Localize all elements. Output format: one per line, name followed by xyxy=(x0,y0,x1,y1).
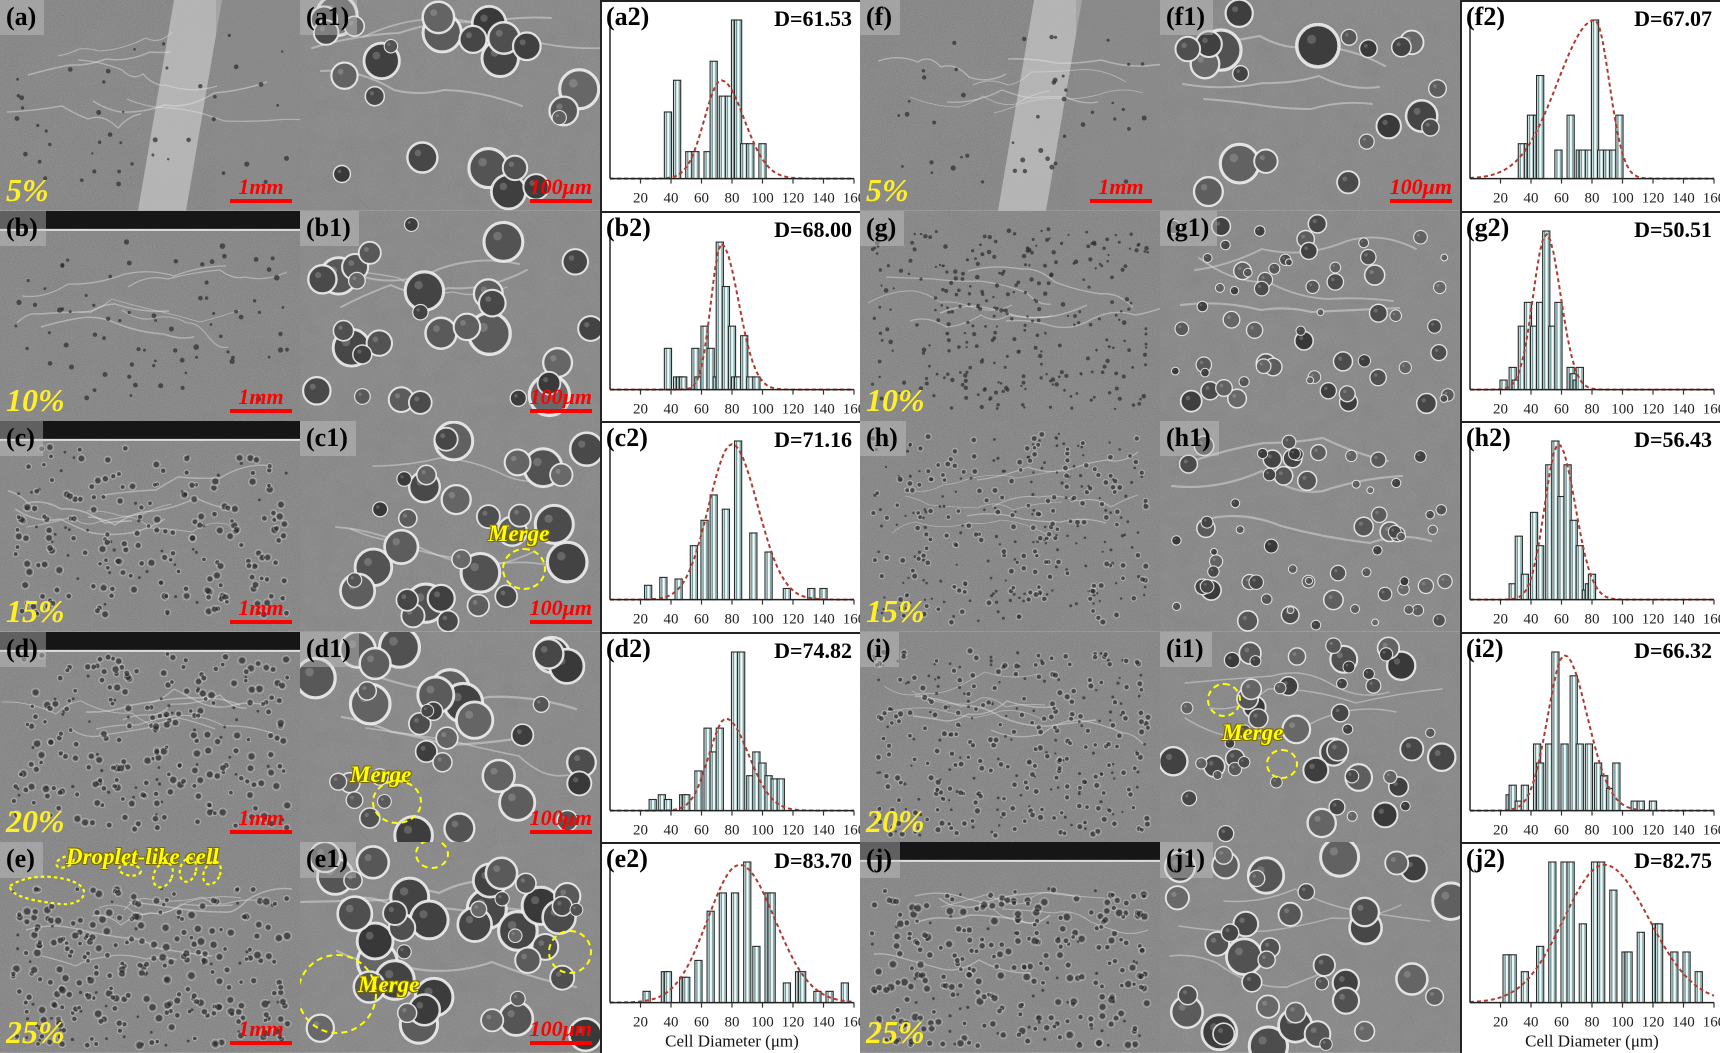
svg-text:140: 140 xyxy=(1672,191,1694,207)
svg-text:80: 80 xyxy=(1585,191,1600,207)
svg-text:160: 160 xyxy=(1703,191,1720,207)
svg-text:160: 160 xyxy=(1703,401,1720,417)
svg-text:80: 80 xyxy=(725,191,740,207)
svg-text:60: 60 xyxy=(694,191,709,207)
svg-text:40: 40 xyxy=(664,612,679,628)
svg-text:20: 20 xyxy=(1493,822,1508,838)
svg-text:80: 80 xyxy=(725,822,740,838)
svg-text:100: 100 xyxy=(1611,612,1633,628)
svg-text:120: 120 xyxy=(782,822,804,838)
svg-text:20: 20 xyxy=(1493,191,1508,207)
svg-text:20: 20 xyxy=(633,1015,648,1031)
svg-text:80: 80 xyxy=(725,1015,740,1031)
svg-text:80: 80 xyxy=(1585,612,1600,628)
svg-text:40: 40 xyxy=(664,401,679,417)
svg-text:60: 60 xyxy=(1554,401,1569,417)
svg-text:100: 100 xyxy=(751,191,773,207)
svg-text:160: 160 xyxy=(843,191,860,207)
svg-text:40: 40 xyxy=(1524,191,1539,207)
svg-text:160: 160 xyxy=(843,822,860,838)
svg-text:160: 160 xyxy=(843,1015,860,1031)
svg-text:40: 40 xyxy=(1524,822,1539,838)
svg-text:140: 140 xyxy=(1672,822,1694,838)
svg-text:20: 20 xyxy=(633,822,648,838)
svg-text:120: 120 xyxy=(1642,401,1664,417)
svg-text:140: 140 xyxy=(812,191,834,207)
svg-text:100: 100 xyxy=(751,401,773,417)
svg-text:20: 20 xyxy=(633,612,648,628)
svg-text:140: 140 xyxy=(812,401,834,417)
svg-text:120: 120 xyxy=(782,401,804,417)
svg-text:Cell Diameter (μm): Cell Diameter (μm) xyxy=(665,1032,799,1051)
svg-text:60: 60 xyxy=(694,1015,709,1031)
svg-text:140: 140 xyxy=(1672,401,1694,417)
svg-text:20: 20 xyxy=(1493,401,1508,417)
svg-text:100: 100 xyxy=(751,612,773,628)
svg-text:60: 60 xyxy=(694,401,709,417)
svg-text:100: 100 xyxy=(1611,822,1633,838)
svg-text:100: 100 xyxy=(1611,191,1633,207)
svg-text:120: 120 xyxy=(1642,612,1664,628)
svg-text:140: 140 xyxy=(812,1015,834,1031)
svg-text:160: 160 xyxy=(843,612,860,628)
svg-text:100: 100 xyxy=(751,822,773,838)
svg-text:120: 120 xyxy=(782,1015,804,1031)
svg-text:40: 40 xyxy=(1524,612,1539,628)
svg-text:60: 60 xyxy=(694,612,709,628)
svg-text:60: 60 xyxy=(694,822,709,838)
svg-text:80: 80 xyxy=(725,612,740,628)
svg-text:100: 100 xyxy=(1611,401,1633,417)
svg-text:40: 40 xyxy=(664,1015,679,1031)
svg-text:40: 40 xyxy=(1524,401,1539,417)
svg-text:80: 80 xyxy=(1585,822,1600,838)
svg-text:160: 160 xyxy=(1703,612,1720,628)
svg-text:140: 140 xyxy=(812,612,834,628)
svg-text:40: 40 xyxy=(664,191,679,207)
svg-text:120: 120 xyxy=(782,612,804,628)
svg-text:140: 140 xyxy=(812,822,834,838)
svg-text:20: 20 xyxy=(633,401,648,417)
svg-text:120: 120 xyxy=(1642,191,1664,207)
svg-text:120: 120 xyxy=(782,191,804,207)
svg-text:20: 20 xyxy=(1493,612,1508,628)
svg-text:60: 60 xyxy=(1554,822,1569,838)
svg-text:160: 160 xyxy=(843,401,860,417)
svg-text:20: 20 xyxy=(633,191,648,207)
svg-text:60: 60 xyxy=(1554,612,1569,628)
svg-text:80: 80 xyxy=(725,401,740,417)
svg-text:100: 100 xyxy=(751,1015,773,1031)
svg-text:60: 60 xyxy=(1554,191,1569,207)
svg-text:160: 160 xyxy=(1703,822,1720,838)
svg-text:120: 120 xyxy=(1642,822,1664,838)
svg-text:80: 80 xyxy=(1585,401,1600,417)
svg-text:140: 140 xyxy=(1672,612,1694,628)
svg-text:40: 40 xyxy=(664,822,679,838)
